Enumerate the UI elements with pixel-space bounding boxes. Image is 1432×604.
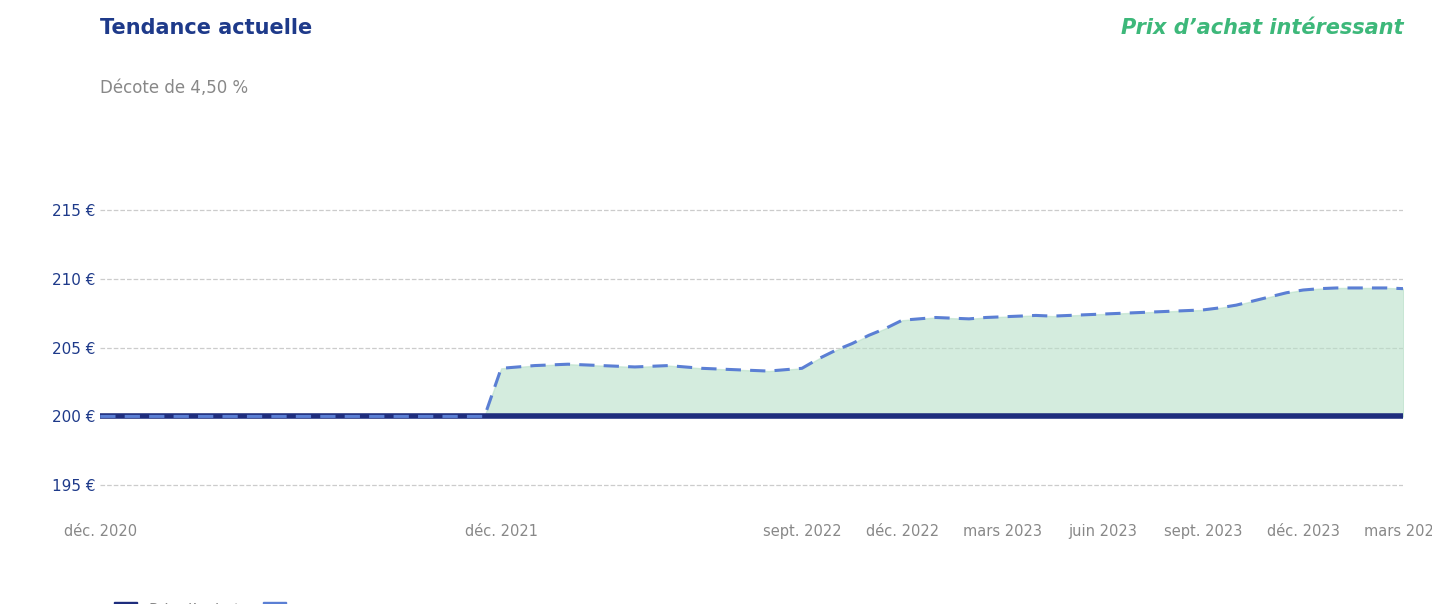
Text: Prix d’achat intéressant: Prix d’achat intéressant [1121, 18, 1403, 38]
Legend: Prix d’achat, Valeur de reconstitution ⓘ: Prix d’achat, Valeur de reconstitution ⓘ [107, 596, 501, 604]
Text: Tendance actuelle: Tendance actuelle [100, 18, 312, 38]
Text: Décote de 4,50 %: Décote de 4,50 % [100, 79, 248, 97]
